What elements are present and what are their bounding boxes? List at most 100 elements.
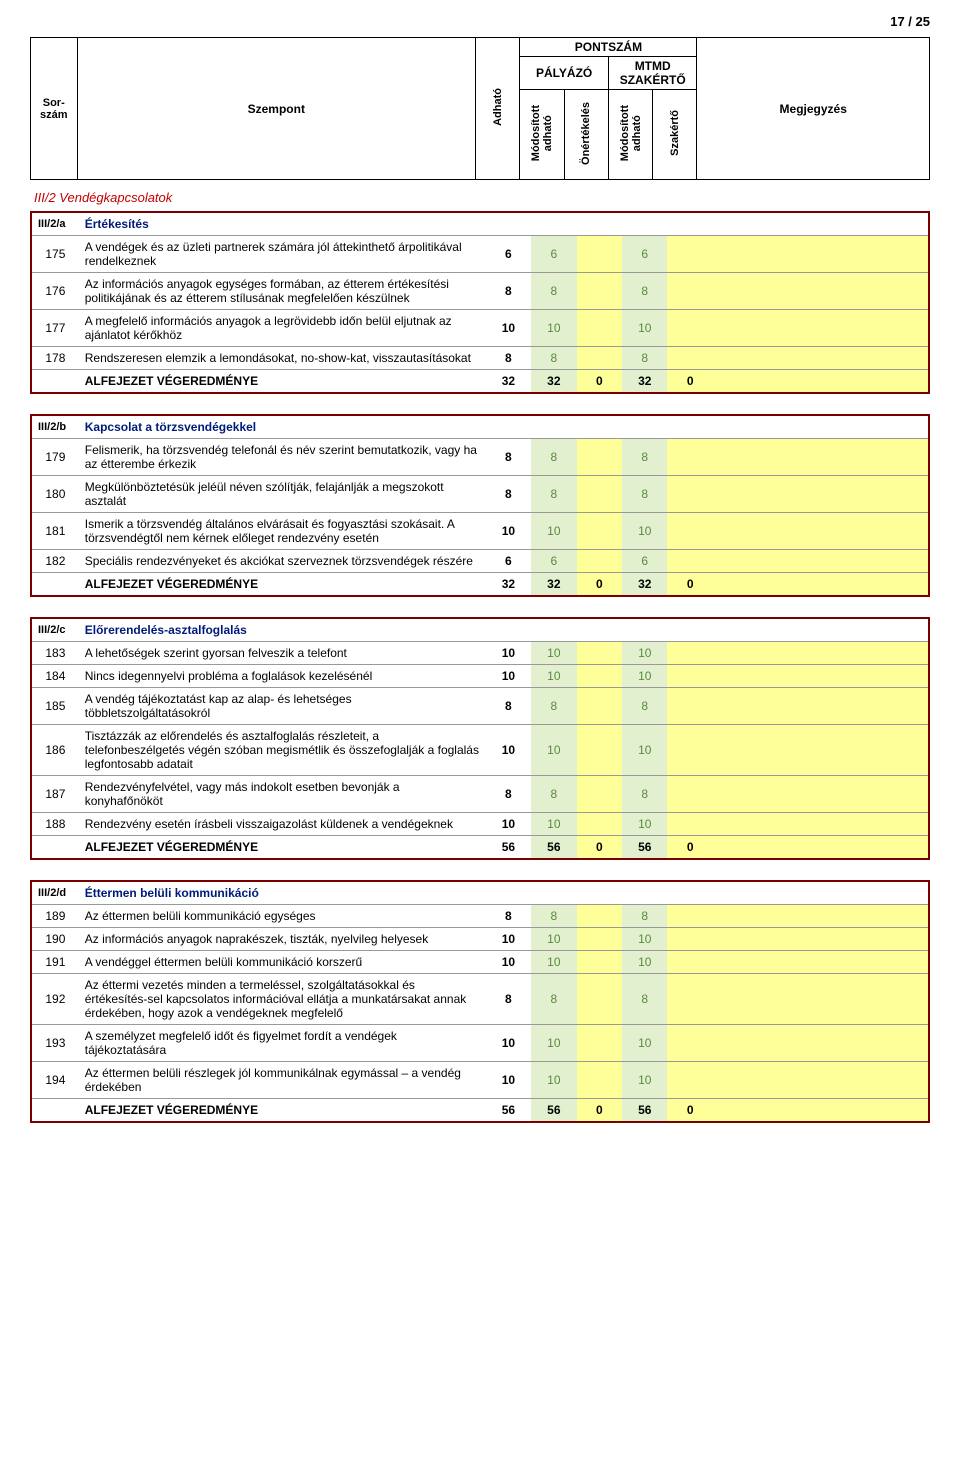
cell-palyazo-adh: 10 <box>531 642 576 665</box>
row-num: 177 <box>31 310 79 347</box>
cell-szakerto <box>667 776 712 813</box>
table-row: 191A vendéggel éttermen belüli kommuniká… <box>31 951 929 974</box>
cell-megj <box>713 725 929 776</box>
cell-szak-adh: 8 <box>622 688 667 725</box>
table-row: 176Az információs anyagok egységes formá… <box>31 273 929 310</box>
cell-szakerto <box>667 665 712 688</box>
cell-szak-adh: 8 <box>622 905 667 928</box>
cell-adhato: 8 <box>486 347 531 370</box>
row-text: Rendezvényfelvétel, vagy más indokolt es… <box>79 776 486 813</box>
row-text: A vendég tájékoztatást kap az alap- és l… <box>79 688 486 725</box>
hdr-onert: Önértékelés <box>564 90 608 180</box>
section-id: III/2/b <box>31 415 79 439</box>
section-title: Előrerendelés-asztalfoglalás <box>79 618 929 642</box>
row-text: Rendszeresen elemzik a lemondásokat, no-… <box>79 347 486 370</box>
total-sm: 32 <box>622 573 667 597</box>
total-on: 0 <box>577 370 622 394</box>
total-pa: 56 <box>531 1099 576 1123</box>
total-label: ALFEJEZET VÉGEREDMÉNYE <box>79 370 486 394</box>
table-row: 184Nincs idegennyelvi probléma a foglalá… <box>31 665 929 688</box>
row-num: 190 <box>31 928 79 951</box>
cell-adhato: 8 <box>486 974 531 1025</box>
table-row: 180Megkülönböztetésük jeléül néven szólí… <box>31 476 929 513</box>
hdr-sor: Sor- szám <box>31 38 78 180</box>
cell-adhato: 10 <box>486 725 531 776</box>
row-num: 193 <box>31 1025 79 1062</box>
hdr-mtmd: MTMD SZAKÉRTŐ <box>608 57 697 90</box>
cell-onertekeles <box>577 476 622 513</box>
row-num: 187 <box>31 776 79 813</box>
cell-adhato: 6 <box>486 236 531 273</box>
total-megj <box>713 1099 929 1123</box>
cell-szak-adh: 10 <box>622 513 667 550</box>
row-text: Speciális rendezvényeket és akciókat sze… <box>79 550 486 573</box>
cell-szakerto <box>667 725 712 776</box>
cell-szak-adh: 10 <box>622 665 667 688</box>
total-sm: 56 <box>622 1099 667 1123</box>
row-text: Tisztázzák az előrendelés és asztalfogla… <box>79 725 486 776</box>
total-sz: 0 <box>667 1099 712 1123</box>
table-row: 189Az éttermen belüli kommunikáció egysé… <box>31 905 929 928</box>
hdr-adhato: Adható <box>476 38 520 180</box>
total-adhato: 32 <box>486 370 531 394</box>
total-sz: 0 <box>667 573 712 597</box>
cell-onertekeles <box>577 1062 622 1099</box>
cell-szakerto <box>667 928 712 951</box>
total-pa: 32 <box>531 573 576 597</box>
row-num: 179 <box>31 439 79 476</box>
cell-onertekeles <box>577 665 622 688</box>
table-row: 187Rendezvényfelvétel, vagy más indokolt… <box>31 776 929 813</box>
row-text: A vendéggel éttermen belüli kommunikáció… <box>79 951 486 974</box>
row-num: 178 <box>31 347 79 370</box>
table-row: 178Rendszeresen elemzik a lemondásokat, … <box>31 347 929 370</box>
cell-megj <box>713 513 929 550</box>
cell-megj <box>713 1025 929 1062</box>
cell-szak-adh: 8 <box>622 273 667 310</box>
cell-szakerto <box>667 1025 712 1062</box>
cell-szak-adh: 8 <box>622 974 667 1025</box>
total-row: ALFEJEZET VÉGEREDMÉNYE32320320 <box>31 573 929 597</box>
cell-szakerto <box>667 642 712 665</box>
table-row: 190Az információs anyagok naprakészek, t… <box>31 928 929 951</box>
row-num: 192 <box>31 974 79 1025</box>
cell-adhato: 10 <box>486 928 531 951</box>
table-row: 192Az éttermi vezetés minden a termeléss… <box>31 974 929 1025</box>
cell-palyazo-adh: 8 <box>531 776 576 813</box>
total-sm: 32 <box>622 370 667 394</box>
cell-onertekeles <box>577 236 622 273</box>
cell-szakerto <box>667 905 712 928</box>
total-sz: 0 <box>667 370 712 394</box>
hdr-palyazo: PÁLYÁZÓ <box>520 57 609 90</box>
total-sz: 0 <box>667 836 712 860</box>
section-id: III/2/c <box>31 618 79 642</box>
hdr-szak: Szakértő <box>653 90 697 180</box>
row-num: 176 <box>31 273 79 310</box>
total-adhato: 56 <box>486 1099 531 1123</box>
row-text: Megkülönböztetésük jeléül néven szólítjá… <box>79 476 486 513</box>
cell-megj <box>713 928 929 951</box>
row-text: Felismerik, ha törzsvendég telefonál és … <box>79 439 486 476</box>
cell-palyazo-adh: 10 <box>531 725 576 776</box>
cell-palyazo-adh: 10 <box>531 1025 576 1062</box>
cell-szakerto <box>667 1062 712 1099</box>
cell-palyazo-adh: 10 <box>531 1062 576 1099</box>
total-megj <box>713 370 929 394</box>
section-block: III/2/dÉttermen belüli kommunikáció189Az… <box>30 880 930 1123</box>
cell-szak-adh: 10 <box>622 642 667 665</box>
row-text: A lehetőségek szerint gyorsan felveszik … <box>79 642 486 665</box>
total-on: 0 <box>577 836 622 860</box>
cell-szakerto <box>667 951 712 974</box>
row-num: 189 <box>31 905 79 928</box>
cell-szakerto <box>667 439 712 476</box>
cell-szakerto <box>667 974 712 1025</box>
cell-adhato: 10 <box>486 665 531 688</box>
cell-palyazo-adh: 10 <box>531 951 576 974</box>
row-text: Az információs anyagok naprakészek, tisz… <box>79 928 486 951</box>
cell-megj <box>713 550 929 573</box>
cell-megj <box>713 476 929 513</box>
cell-szak-adh: 10 <box>622 1025 667 1062</box>
cell-szakerto <box>667 813 712 836</box>
cell-adhato: 8 <box>486 273 531 310</box>
cell-onertekeles <box>577 928 622 951</box>
cell-palyazo-adh: 8 <box>531 905 576 928</box>
